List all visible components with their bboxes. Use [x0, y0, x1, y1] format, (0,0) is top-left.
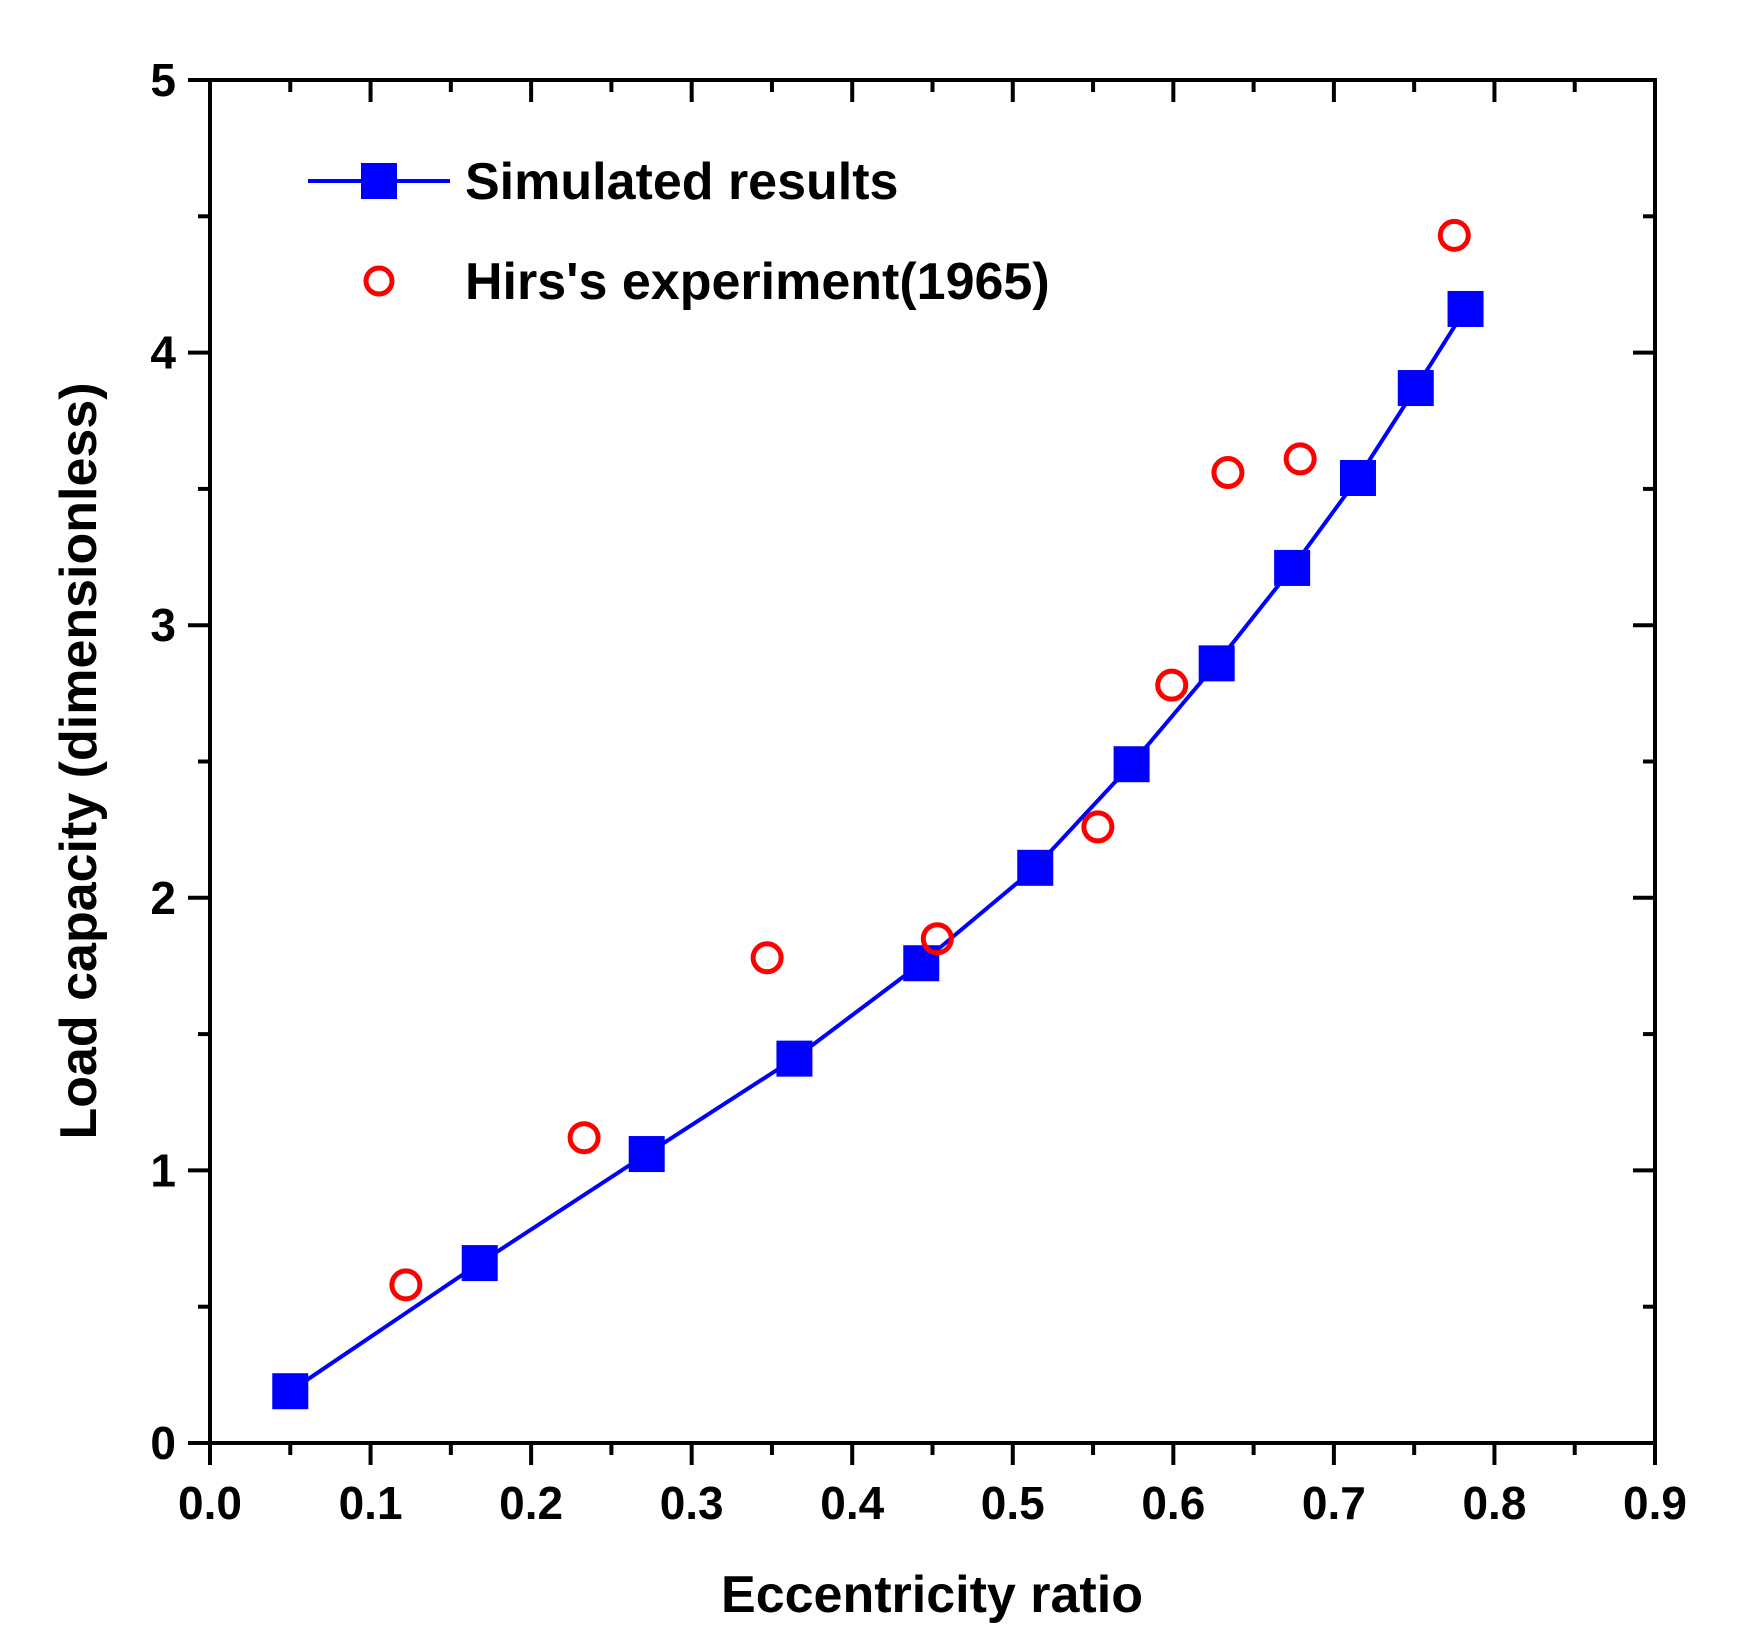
y-tick-label: 5: [150, 54, 176, 106]
x-tick-label: 0.7: [1302, 1477, 1366, 1529]
legend-marker-experiment: [363, 265, 395, 297]
x-tick-label: 0.1: [339, 1477, 403, 1529]
hirs-experiment-point: [1081, 810, 1115, 844]
x-tick-label: 0.5: [981, 1477, 1045, 1529]
simulated-results-point: [628, 1136, 665, 1173]
hirs-experiment-point: [920, 922, 954, 956]
y-tick-label: 3: [150, 599, 176, 651]
hirs-experiment-point: [1155, 668, 1189, 702]
y-axis-title: Load capacity (dimensionless): [50, 382, 108, 1139]
plot-frame: [208, 78, 1657, 1445]
x-tick-label: 0.3: [660, 1477, 724, 1529]
hirs-experiment-point: [750, 941, 784, 975]
tick-labels: 0.0 0.1 0.2 0.3 0.4 0.5 0.6 0.7 0.8 0.9 0 1 2 3 4 5: [150, 54, 1687, 1529]
x-axis-title: Eccentricity ratio: [721, 1566, 1143, 1624]
hirs-experiment-point: [1437, 218, 1471, 252]
simulated-results-point: [1397, 370, 1434, 407]
simulated-results-point: [1113, 746, 1150, 783]
x-tick-label: 0.0: [178, 1477, 242, 1529]
x-tick-label: 0.4: [820, 1477, 884, 1529]
simulated-results-point: [776, 1040, 813, 1077]
y-tick-label: 0: [150, 1417, 176, 1469]
legend: Simulated results Hirs's experiment(1965…: [308, 153, 1050, 311]
y-tick-label: 4: [150, 327, 176, 379]
simulated-results-point: [1339, 459, 1376, 496]
simulated-results-point: [272, 1373, 309, 1410]
x-tick-label: 0.6: [1141, 1477, 1205, 1529]
y-tick-label: 2: [150, 872, 176, 924]
hirs-experiment-point: [567, 1121, 601, 1155]
series-layer: [272, 218, 1484, 1410]
hirs-experiment-point: [1211, 456, 1245, 490]
simulated-results-point: [1198, 645, 1235, 682]
hirs-experiment-point: [389, 1268, 423, 1302]
hirs-experiment-point: [1283, 442, 1317, 476]
y-tick-label: 1: [150, 1144, 176, 1196]
x-tick-label: 0.9: [1623, 1477, 1687, 1529]
legend-marker-simulated: [361, 163, 397, 199]
simulated-results-line: [289, 307, 1468, 1393]
x-tick-label: 0.2: [499, 1477, 563, 1529]
simulated-results-point: [1274, 549, 1311, 586]
x-tick-label: 0.8: [1462, 1477, 1526, 1529]
legend-label-experiment: Hirs's experiment(1965): [465, 253, 1050, 311]
simulated-results-point: [1447, 290, 1484, 327]
major-ticks: [188, 78, 1657, 1465]
simulated-results-point: [1017, 849, 1054, 886]
legend-label-simulated: Simulated results: [465, 153, 898, 211]
simulated-results-point: [461, 1245, 498, 1282]
